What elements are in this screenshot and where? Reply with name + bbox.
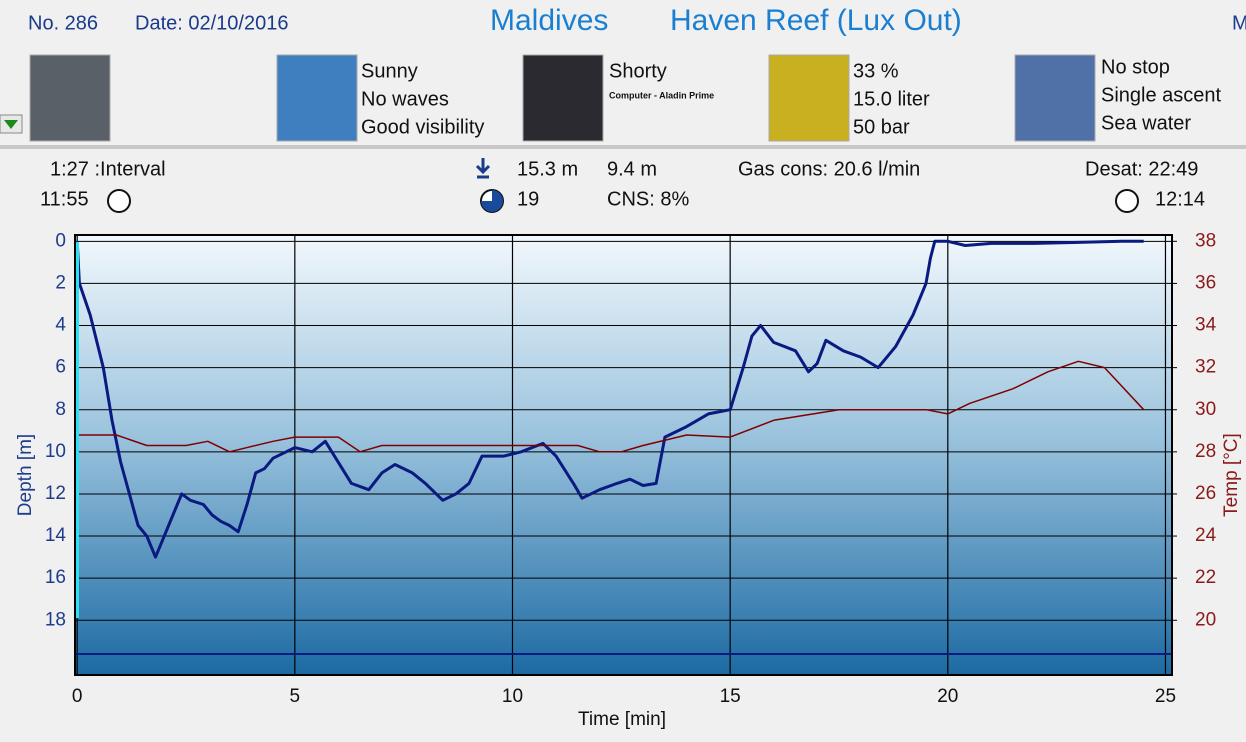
y-tick-label: 18 [45, 609, 66, 630]
cut-label: M [1232, 12, 1246, 34]
oxygen: 33 % [853, 60, 899, 82]
y-tick-label: 12 [45, 483, 66, 504]
y2-tick-label: 22 [1195, 567, 1216, 588]
duration-icon-fill [481, 190, 503, 212]
waves: No waves [361, 88, 449, 110]
y2-tick-label: 30 [1195, 399, 1216, 420]
y2-tick-label: 28 [1195, 441, 1216, 462]
x-tick-label: 15 [720, 686, 741, 707]
dive-icon [1014, 54, 1096, 142]
avg-depth: 9.4 m [607, 158, 657, 180]
y2-axis-label: Temp [°C] [1221, 433, 1242, 517]
tank-volume: 15.0 liter [853, 88, 930, 110]
exit-clock-icon [1115, 189, 1139, 213]
y2-tick-label: 24 [1195, 525, 1217, 546]
y-tick-label: 14 [45, 525, 67, 546]
y-axis-label: Depth [m] [15, 434, 36, 516]
buddy-icon [29, 54, 111, 142]
y2-tick-label: 26 [1195, 483, 1216, 504]
plot-border [74, 234, 1173, 676]
x-axis-label: Time [min] [578, 709, 666, 730]
clock-icon [107, 189, 131, 213]
dropdown-arrow [4, 120, 18, 129]
x-tick-label: 25 [1155, 686, 1176, 707]
visibility: Good visibility [361, 116, 484, 138]
y-tick-label: 0 [55, 230, 66, 251]
separator [0, 145, 1246, 149]
dive-number: No. 286 [28, 12, 98, 34]
deco: No stop [1101, 56, 1170, 78]
duration: 19 [517, 188, 539, 210]
depth-icon [475, 158, 491, 179]
entry-time: 11:55 [40, 188, 89, 210]
max-depth: 15.3 m [517, 158, 578, 180]
y-tick-label: 6 [55, 357, 66, 378]
computer: Computer - Aladin Prime [609, 90, 714, 100]
y-tick-label: 16 [45, 567, 66, 588]
x-tick-label: 0 [72, 686, 83, 707]
dive-site: Haven Reef (Lux Out) [670, 4, 962, 37]
tank-icon [768, 54, 850, 142]
weather: Sunny [361, 60, 418, 82]
location: Maldives [490, 4, 608, 37]
y-tick-label: 2 [55, 272, 66, 293]
plot [75, 235, 1172, 675]
desat: Desat: 22:49 [1085, 158, 1198, 180]
plot-background [75, 235, 1172, 675]
suit-icon [522, 54, 604, 142]
x-tick-label: 10 [502, 686, 523, 707]
interval: 1:27 :Interval [50, 158, 166, 180]
y2-tick-label: 36 [1195, 272, 1216, 293]
depth-line [75, 239, 1144, 559]
weather-icon [276, 54, 358, 142]
pressure: 50 bar [853, 116, 910, 138]
temperature-line [77, 360, 1145, 453]
y2-tick-label: 38 [1195, 230, 1216, 251]
y-tick-label: 4 [55, 315, 66, 336]
dive-date: Date: 02/10/2016 [135, 12, 288, 34]
ascent: Single ascent [1101, 84, 1222, 106]
x-tick-label: 20 [937, 686, 958, 707]
y2-tick-label: 32 [1195, 357, 1216, 378]
y2-tick-label: 34 [1195, 315, 1217, 336]
y2-tick-label: 20 [1195, 609, 1216, 630]
y-tick-label: 8 [55, 399, 66, 420]
cns: CNS: 8% [607, 188, 689, 210]
descent-bar [75, 242, 79, 618]
x-tick-label: 5 [290, 686, 301, 707]
suit: Shorty [609, 60, 667, 82]
water-type: Sea water [1101, 112, 1191, 134]
y-tick-label: 10 [45, 441, 66, 462]
gas-consumption: Gas cons: 20.6 l/min [738, 158, 920, 180]
exit-time: 12:14 [1155, 188, 1205, 210]
